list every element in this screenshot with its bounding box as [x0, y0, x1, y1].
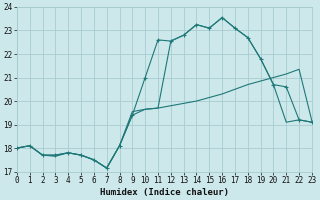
X-axis label: Humidex (Indice chaleur): Humidex (Indice chaleur) — [100, 188, 229, 197]
